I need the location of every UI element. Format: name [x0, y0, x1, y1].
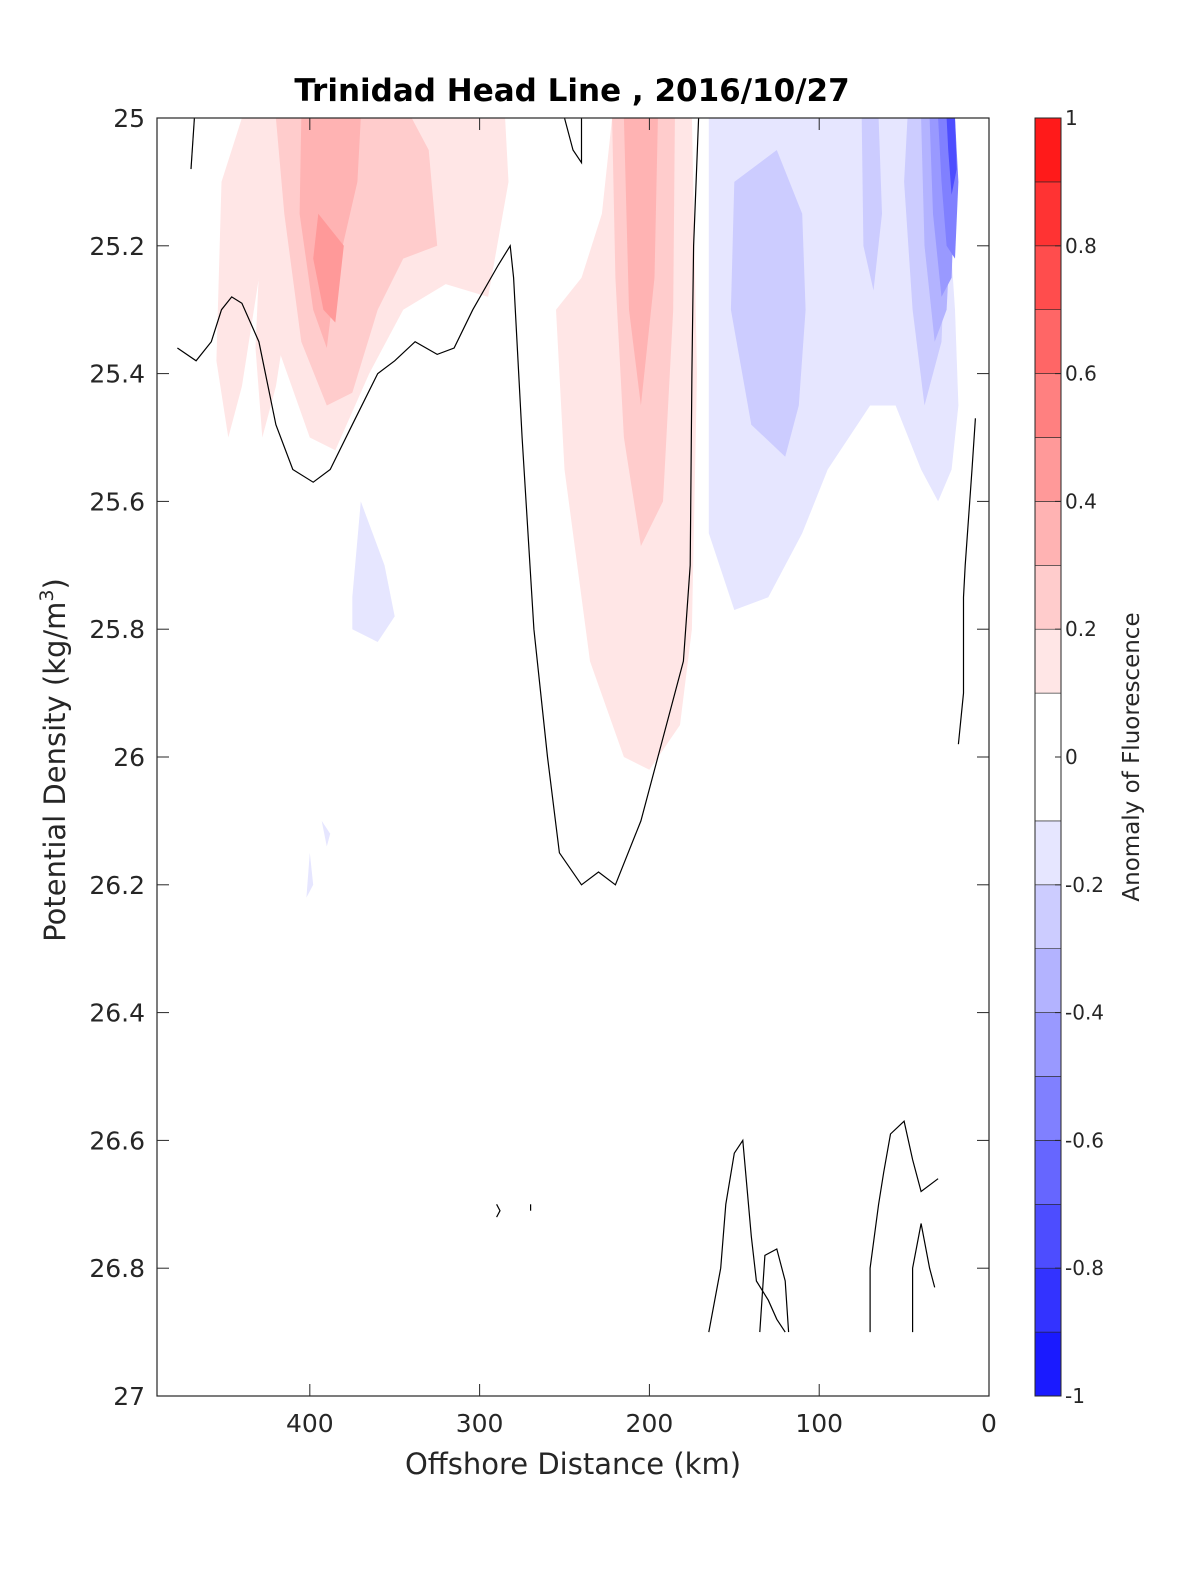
plot-area: 400 300 200 100 0 25 25.2 25.4 25.6 25.8 26 26.2 26…	[89, 104, 997, 1438]
y-tick-label: 25.2	[89, 232, 145, 261]
contour-line-8	[911, 1223, 936, 1333]
contour-fill-9	[623, 118, 658, 406]
colorbar-band	[1034, 948, 1062, 1013]
colorbar-tick-label: 0	[1065, 745, 1078, 769]
colorbar-band	[1034, 1331, 1062, 1397]
y-tick-label: 26.2	[89, 871, 145, 900]
y-axis-label-superscript: 3	[36, 589, 58, 601]
contour-fill-6	[313, 213, 344, 323]
y-tick-label: 26	[113, 743, 145, 772]
colorbar-label: Anomaly of Fluorescence	[1119, 612, 1145, 901]
colorbar-band	[1034, 245, 1062, 311]
colorbar-band	[1034, 1267, 1062, 1333]
colorbar-tick-label: 1	[1065, 106, 1078, 130]
y-tick-label: 26.8	[89, 1254, 145, 1283]
zero-contour-lines	[177, 117, 976, 1333]
contour-fill-12	[861, 118, 882, 291]
chart-title: Trinidad Head Line , 2016/10/27	[294, 73, 849, 109]
y-axis-label-text: Potential Density (kg/m	[38, 602, 72, 942]
colorbar-tick-label: -0.6	[1065, 1128, 1104, 1152]
y-tick-label: 26.4	[89, 999, 145, 1028]
y-axis-label: Potential Density (kg/m3)	[36, 578, 72, 942]
contour-line-4	[957, 418, 976, 745]
colorbar-tick-label: -0.4	[1065, 1001, 1104, 1025]
y-tick-label: 25.8	[89, 615, 145, 644]
colorbar-band	[1034, 117, 1062, 183]
contour-line-6	[759, 1248, 790, 1333]
colorbar-tick-label: 0.6	[1065, 362, 1097, 386]
x-tick-label: 400	[286, 1409, 334, 1438]
colorbar-ticks: 1 0.8 0.6 0.4 0.2 0 -0.2 -0.4 -0.6 -0.8 -1	[1055, 106, 1104, 1408]
colorbar-band	[1034, 564, 1062, 630]
colorbar-band	[1034, 628, 1062, 694]
contour-line-9	[496, 1204, 501, 1218]
y-tick-label: 27	[113, 1382, 145, 1411]
colorbar-band	[1034, 309, 1062, 374]
colorbar-band	[1034, 1140, 1062, 1205]
colorbar-band	[1034, 1012, 1062, 1077]
contour-fill-20	[321, 820, 331, 847]
x-tick-label: 0	[981, 1409, 997, 1438]
contour-line-3	[563, 117, 583, 165]
colorbar-tick-label: -0.8	[1065, 1256, 1104, 1280]
contour-fill-18	[352, 501, 395, 642]
x-axis-ticks: 400 300 200 100 0	[286, 118, 997, 1438]
colorbar-band	[1034, 884, 1062, 949]
colorbar-bands	[1034, 117, 1062, 1397]
contour-fills	[216, 118, 959, 898]
colorbar-band	[1034, 1076, 1062, 1141]
colorbar-tick-label: 0.2	[1065, 617, 1097, 641]
y-axis-label-close: )	[38, 578, 72, 589]
y-tick-label: 25	[113, 104, 145, 133]
y-axis-ticks: 25 25.2 25.4 25.6 25.8 26 26.2 26.4 26.6 26.8 27	[89, 104, 989, 1411]
colorbar-tick-label: -1	[1065, 1384, 1085, 1408]
y-tick-label: 25.4	[89, 360, 145, 389]
colorbar-band	[1034, 501, 1062, 566]
x-tick-label: 200	[626, 1409, 674, 1438]
colorbar-band	[1034, 820, 1062, 886]
colorbar: 1 0.8 0.6 0.4 0.2 0 -0.2 -0.4 -0.6 -0.8 -1 Anomaly…	[1034, 106, 1145, 1408]
colorbar-tick-label: 0.8	[1065, 234, 1097, 258]
y-tick-label: 25.6	[89, 487, 145, 516]
x-tick-label: 100	[795, 1409, 843, 1438]
colorbar-band	[1034, 181, 1062, 247]
colorbar-band	[1034, 1204, 1062, 1269]
colorbar-band	[1034, 373, 1062, 438]
contour-fill-17	[946, 118, 957, 195]
y-tick-label: 26.6	[89, 1126, 145, 1155]
colorbar-band	[1034, 437, 1062, 502]
colorbar-tick-label: -0.2	[1065, 873, 1104, 897]
contour-line-2	[177, 117, 700, 886]
contour-line-7	[869, 1120, 939, 1333]
x-axis-label: Offshore Distance (km)	[405, 1447, 741, 1481]
contour-fill-19	[306, 852, 314, 898]
colorbar-tick-label: 0.4	[1065, 489, 1097, 513]
contour-line-1	[190, 117, 195, 170]
x-tick-label: 300	[456, 1409, 504, 1438]
contour-line-5	[708, 1138, 786, 1333]
contour-fill-11	[730, 150, 806, 457]
